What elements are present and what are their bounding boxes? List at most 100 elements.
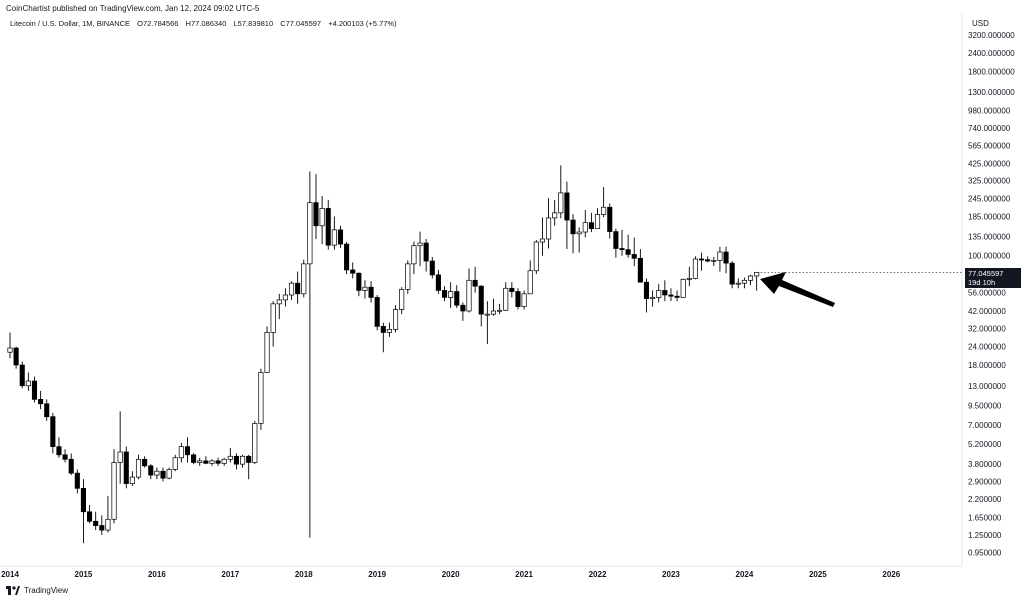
candle-down <box>87 511 93 522</box>
candle-down <box>460 304 466 312</box>
candle-down <box>625 249 631 255</box>
x-tick-label: 2024 <box>736 570 754 579</box>
candle-up <box>166 469 172 479</box>
candle-down <box>662 290 668 296</box>
y-tick-label: 24.000000 <box>968 343 1006 352</box>
candle-down <box>374 297 380 327</box>
candle-up <box>466 279 472 312</box>
candle-up <box>484 313 490 316</box>
candle-up <box>386 328 392 333</box>
candle-up <box>711 259 717 262</box>
high-value: H77.086340 <box>185 19 227 28</box>
candle-down <box>515 291 521 307</box>
y-tick-label: 2.900000 <box>968 477 1002 486</box>
candle-down <box>350 269 356 274</box>
candle-down <box>203 460 209 464</box>
candle-down <box>74 472 80 489</box>
candle-down <box>62 454 68 460</box>
candle-down <box>160 470 166 479</box>
candle-up <box>717 251 723 261</box>
candle-up <box>154 470 160 476</box>
candle-up <box>521 293 527 307</box>
candle-down <box>148 465 154 476</box>
candle-down <box>337 229 344 245</box>
candle-up <box>197 460 203 463</box>
candle-up <box>692 258 698 279</box>
candle-up <box>209 460 215 464</box>
candle-down <box>56 446 62 456</box>
low-value: L57.839810 <box>233 19 274 28</box>
y-tick-label: 2.200000 <box>968 495 1002 504</box>
candle-up <box>411 245 417 265</box>
candle-up <box>497 309 503 312</box>
candle-down <box>19 364 25 387</box>
y-tick-label: 185.000000 <box>968 213 1011 222</box>
tradingview-logo-icon <box>6 586 20 595</box>
x-tick-label: 2025 <box>809 570 827 579</box>
candle-down <box>723 251 729 264</box>
candle-up <box>319 208 325 227</box>
candle-down <box>233 455 239 465</box>
y-tick-label: 1800.000000 <box>968 68 1015 77</box>
candle-down <box>674 295 680 298</box>
symbol-legend: Litecoin / U.S. Dollar, 1M, BINANCE O72.… <box>10 19 402 28</box>
annotation-arrow <box>760 272 835 307</box>
candle-down <box>142 458 148 467</box>
candle-up <box>7 347 13 353</box>
candle-down <box>643 281 650 299</box>
tradingview-footer[interactable]: TradingView <box>6 586 68 595</box>
candle-down <box>478 285 484 315</box>
candle-up <box>405 263 411 290</box>
candle-down <box>123 451 129 484</box>
candle-up <box>178 446 184 459</box>
candle-up <box>288 282 295 296</box>
candle-down <box>344 243 350 271</box>
candle-up <box>747 275 754 281</box>
x-tick-label: 2020 <box>442 570 460 579</box>
y-tick-label: 245.000000 <box>968 195 1011 204</box>
current-price-tag: 77.045597 19d 10h <box>965 268 1021 288</box>
candle-down <box>50 416 56 448</box>
candle-up <box>276 299 282 305</box>
candle-down <box>637 257 643 283</box>
y-tick-label: 9.500000 <box>968 402 1002 411</box>
y-tick-label: 7.000000 <box>968 421 1002 430</box>
candle-up <box>741 279 747 284</box>
candle-up <box>172 457 178 470</box>
candle-up <box>754 271 760 277</box>
candle-down <box>246 455 252 463</box>
candle-up <box>490 310 497 315</box>
candle-up <box>448 291 454 298</box>
candle-up <box>240 455 246 465</box>
y-tick-label: 5.200000 <box>968 440 1002 449</box>
candle-down <box>356 272 362 291</box>
candle-up <box>270 303 276 333</box>
candle-up <box>282 294 288 301</box>
symbol-title: Litecoin / U.S. Dollar, 1M, BINANCE <box>10 19 131 28</box>
candle-down <box>619 248 625 250</box>
candle-down <box>588 222 594 229</box>
publisher-note: CoinChartist published on TradingView.co… <box>6 4 260 13</box>
candle-up <box>129 476 135 484</box>
x-tick-label: 2021 <box>515 570 533 579</box>
y-tick-label: 2400.000000 <box>968 49 1015 58</box>
candle-down <box>325 208 331 246</box>
candle-down <box>668 294 674 297</box>
y-tick-label: 740.000000 <box>968 124 1011 133</box>
candle-up <box>301 263 307 295</box>
candle-down <box>429 260 435 276</box>
candle-up <box>135 458 142 478</box>
tradingview-brand: TradingView <box>24 586 69 595</box>
y-tick-label: 42.000000 <box>968 307 1006 316</box>
y-tick-label: 100.000000 <box>968 252 1011 261</box>
candle-down <box>564 192 570 221</box>
y-tick-label: 1.250000 <box>968 531 1002 540</box>
candle-down <box>699 258 705 261</box>
y-tick-label: 3200.000000 <box>968 31 1015 40</box>
candle-down <box>38 399 44 405</box>
candle-up <box>680 279 686 298</box>
candle-down <box>705 259 711 262</box>
candle-down <box>295 282 301 295</box>
candle-down <box>435 274 441 291</box>
